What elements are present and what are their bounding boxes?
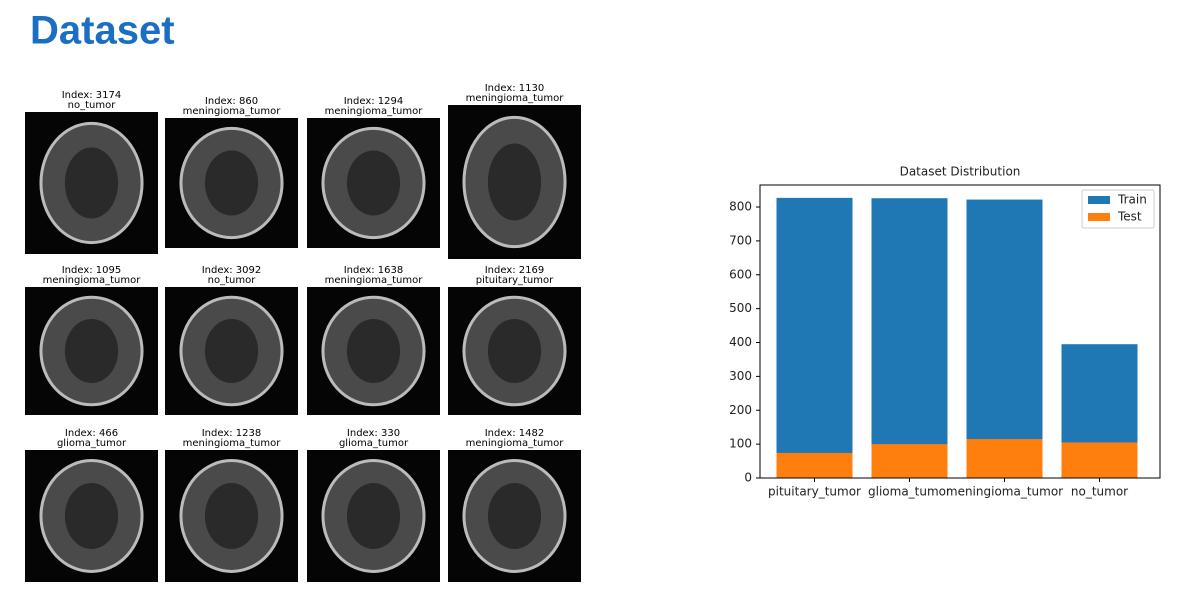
x-tick-label: glioma_tumor bbox=[868, 485, 951, 499]
x-tick-label: pituitary_tumor bbox=[768, 485, 861, 499]
mri-detail bbox=[487, 143, 542, 221]
image-label: glioma_tumor bbox=[339, 438, 409, 449]
image-index: Index: 2169 bbox=[485, 265, 545, 276]
y-tick-label: 0 bbox=[744, 471, 752, 485]
bar bbox=[776, 452, 853, 478]
legend-swatch bbox=[1088, 196, 1110, 204]
image-label: meningioma_tumor bbox=[466, 438, 565, 449]
image-index: Index: 3174 bbox=[62, 90, 122, 101]
image-index: Index: 1638 bbox=[344, 265, 404, 276]
mri-detail bbox=[487, 319, 542, 383]
image-label: no_tumor bbox=[208, 275, 257, 286]
image-index: Index: 330 bbox=[347, 428, 400, 439]
bar bbox=[776, 197, 853, 478]
mri-detail bbox=[487, 483, 542, 549]
x-tick-label: no_tumor bbox=[1071, 485, 1128, 499]
legend-label: Train bbox=[1117, 193, 1147, 207]
legend-swatch bbox=[1088, 213, 1110, 221]
image-label: meningioma_tumor bbox=[325, 106, 424, 117]
image-label: meningioma_tumor bbox=[325, 275, 424, 286]
bar bbox=[966, 199, 1043, 479]
y-tick-label: 100 bbox=[729, 437, 752, 451]
bar bbox=[966, 439, 1043, 478]
image-index: Index: 860 bbox=[205, 96, 258, 107]
bar bbox=[871, 444, 948, 478]
y-tick-label: 700 bbox=[729, 233, 752, 247]
image-label: meningioma_tumor bbox=[183, 106, 282, 117]
mri-detail bbox=[204, 319, 259, 383]
mri-detail bbox=[64, 483, 119, 549]
mri-detail bbox=[64, 319, 119, 383]
y-tick-label: 400 bbox=[729, 335, 752, 349]
image-index: Index: 1130 bbox=[485, 83, 545, 94]
image-index: Index: 1294 bbox=[344, 96, 404, 107]
plot-frame bbox=[759, 184, 1161, 479]
mri-detail bbox=[346, 483, 401, 549]
y-tick-label: 500 bbox=[729, 301, 752, 315]
mri-detail bbox=[346, 150, 401, 216]
image-label: meningioma_tumor bbox=[43, 275, 142, 286]
mri-detail bbox=[64, 147, 119, 219]
image-index: Index: 1095 bbox=[62, 265, 122, 276]
y-tick-label: 800 bbox=[729, 200, 752, 214]
image-label: meningioma_tumor bbox=[466, 93, 565, 104]
image-label: pituitary_tumor bbox=[476, 275, 554, 286]
image-index: Index: 466 bbox=[65, 428, 118, 439]
legend-label: Test bbox=[1117, 210, 1142, 224]
image-label: meningioma_tumor bbox=[183, 438, 282, 449]
image-label: glioma_tumor bbox=[57, 438, 127, 449]
mri-detail bbox=[204, 150, 259, 216]
slide-title: Dataset bbox=[30, 9, 175, 53]
bar bbox=[871, 198, 948, 479]
image-index: Index: 1238 bbox=[202, 428, 262, 439]
y-tick-label: 200 bbox=[729, 403, 752, 417]
chart-title: Dataset Distribution bbox=[900, 165, 1021, 179]
bar bbox=[1061, 442, 1138, 478]
image-label: no_tumor bbox=[68, 100, 117, 111]
image-index: Index: 1482 bbox=[485, 428, 545, 439]
y-tick-label: 600 bbox=[729, 267, 752, 281]
y-tick-label: 300 bbox=[729, 369, 752, 383]
mri-detail bbox=[346, 319, 401, 383]
x-tick-label: meningioma_tumor bbox=[946, 485, 1063, 499]
mri-detail bbox=[204, 483, 259, 549]
image-index: Index: 3092 bbox=[202, 265, 262, 276]
